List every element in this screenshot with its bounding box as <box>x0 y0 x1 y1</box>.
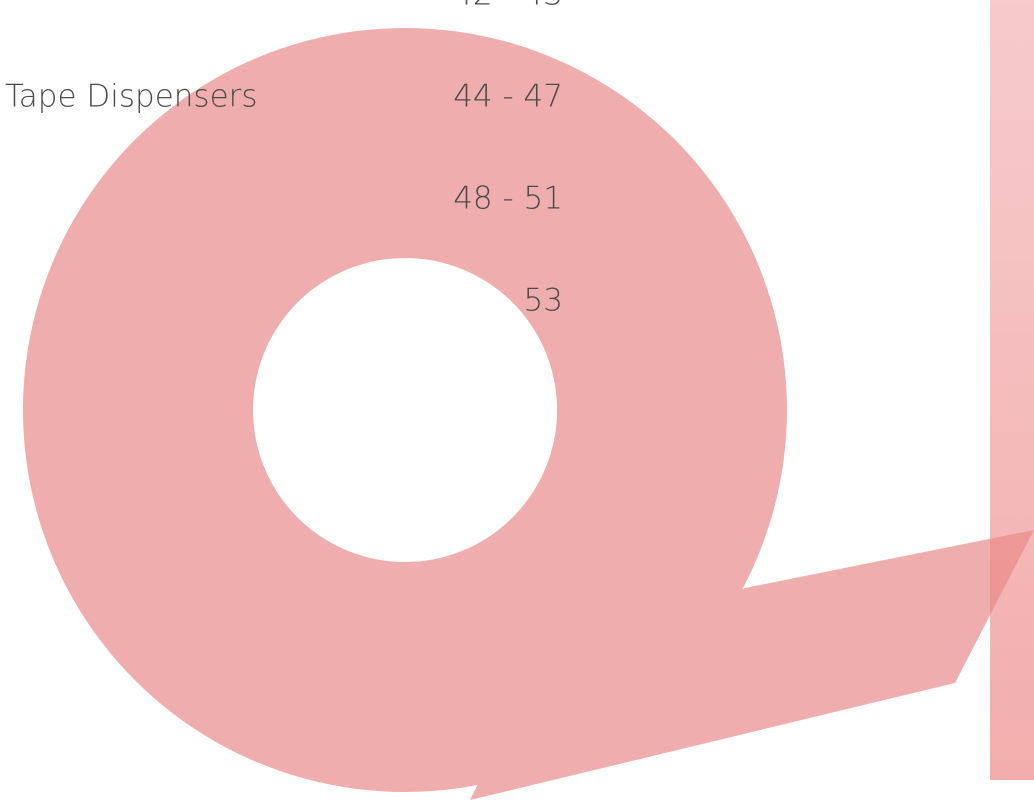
size-option[interactable]: 48 - 51 <box>453 181 563 217</box>
size-option[interactable]: 44 - 47 <box>453 79 563 115</box>
size-option[interactable]: 42 - 43 <box>453 0 563 13</box>
page: Tape Dispensers {"category": {"label": "… <box>0 0 1034 803</box>
tape-roll <box>23 28 787 792</box>
tape-illustration <box>23 28 1034 800</box>
body: Tape Dispensers 42 - 43 44 - 47 48 - 51 … <box>0 0 1034 803</box>
category-label: Tape Dispensers <box>5 79 258 115</box>
side-band <box>990 0 1034 780</box>
size-option[interactable]: 53 <box>524 283 563 319</box>
scene: Tape Dispensers 42 - 43 44 - 47 48 - 51 … <box>0 0 1034 803</box>
